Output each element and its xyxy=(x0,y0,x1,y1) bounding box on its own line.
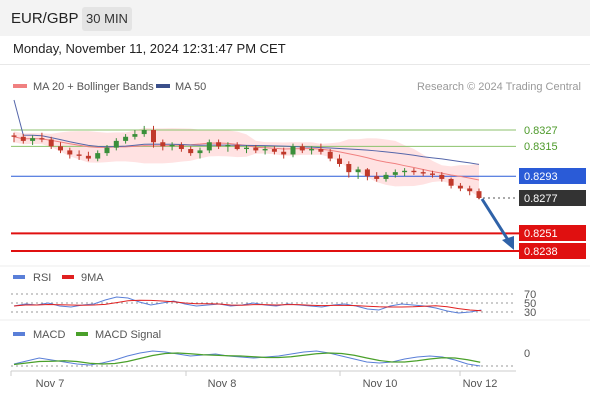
macd-signal-legend-swatch xyxy=(76,332,88,336)
current-price-label: 0.8277 xyxy=(524,193,558,205)
candle-body xyxy=(113,140,119,148)
candle-body xyxy=(346,163,352,173)
projection-arrow-head xyxy=(502,236,514,250)
candle-body xyxy=(271,149,277,152)
currency-pair-title: EUR/GBP xyxy=(11,10,79,27)
support-2-badge xyxy=(519,243,586,259)
rsi-ma-legend-label: 9MA xyxy=(81,272,104,284)
candle-body xyxy=(67,150,73,155)
rsi-legend-swatch xyxy=(13,275,25,279)
candle-body xyxy=(290,146,296,155)
top-bar: EUR/GBP 30 MIN xyxy=(0,0,590,36)
candle-body xyxy=(95,153,101,159)
candle-body xyxy=(11,135,17,137)
candle-body xyxy=(132,134,138,137)
candle-body xyxy=(383,174,389,179)
support-2-label: 0.8238 xyxy=(524,246,558,258)
candle-body xyxy=(411,170,417,173)
x-axis-label-nov12: Nov 12 xyxy=(463,378,498,390)
macd-zero-label: 0 xyxy=(524,348,530,360)
macd-line xyxy=(13,350,481,367)
macd-legend-label: MACD xyxy=(33,329,65,341)
pivot-level-badge xyxy=(519,168,586,184)
bollinger-band xyxy=(14,127,479,197)
candle-body xyxy=(234,144,240,150)
candle-body xyxy=(197,150,203,154)
candle-body xyxy=(337,158,342,164)
candle-body xyxy=(281,151,287,155)
support-1-badge xyxy=(519,225,586,241)
x-axis-label-nov7: Nov 7 xyxy=(36,378,65,390)
candle-body xyxy=(457,185,463,189)
x-axis-label-nov10: Nov 10 xyxy=(363,378,398,390)
candle-body xyxy=(364,169,370,177)
candle-body xyxy=(58,146,63,151)
macd-lines xyxy=(13,350,481,367)
candle-body xyxy=(76,154,82,156)
candle-body xyxy=(169,144,175,147)
rsi-ma-legend-swatch xyxy=(62,275,74,279)
candlesticks xyxy=(11,125,482,200)
candle-body xyxy=(448,178,454,186)
candle-body xyxy=(85,155,91,159)
candle-body xyxy=(467,188,473,192)
candle-body xyxy=(160,142,166,147)
candle-body xyxy=(262,149,268,151)
candle-body xyxy=(30,138,36,141)
candle-body xyxy=(318,149,324,152)
candle-body xyxy=(476,191,482,198)
candle-body xyxy=(123,136,129,141)
candle-body xyxy=(216,142,222,147)
copyright-text: Research © 2024 Trading Central xyxy=(417,81,581,93)
rsi-lines xyxy=(13,296,482,314)
candle-body xyxy=(327,151,333,159)
support-1-label: 0.8251 xyxy=(524,228,558,240)
macd-legend-swatch xyxy=(13,332,25,336)
candle-body xyxy=(48,139,54,147)
candle-body xyxy=(151,130,156,143)
ma20-legend-label: MA 20 + Bollinger Bands xyxy=(33,81,154,93)
ma50-legend-label: MA 50 xyxy=(175,81,206,93)
candle-body xyxy=(439,174,445,179)
macd-signal-legend-label: MACD Signal xyxy=(95,329,161,341)
candle-body xyxy=(355,169,361,173)
rsi-line xyxy=(13,296,482,314)
candle-body xyxy=(309,149,315,151)
candle-body xyxy=(225,144,231,147)
rsi-level-70: 70 xyxy=(524,289,536,301)
current-price-badge xyxy=(519,190,586,206)
candle-body xyxy=(206,142,212,151)
level-label-r2: 0.8327 xyxy=(524,125,558,137)
candle-body xyxy=(374,176,380,179)
level-label-r1: 0.8315 xyxy=(524,141,558,153)
candle-body xyxy=(299,146,305,151)
candle-body xyxy=(39,138,45,140)
timeframe-button[interactable]: 30 MIN xyxy=(82,7,132,31)
candle-body xyxy=(402,170,408,173)
candle-body xyxy=(104,147,110,154)
ma50-legend-swatch xyxy=(156,84,170,88)
candle-body xyxy=(392,172,398,175)
rsi-level-50: 50 xyxy=(524,298,536,310)
candle-body xyxy=(141,130,147,135)
rsi-ma-line xyxy=(13,299,482,312)
candle-body xyxy=(20,136,26,141)
pivot-level-label: 0.8293 xyxy=(524,171,558,183)
candle-body xyxy=(188,149,194,154)
candle-body xyxy=(253,147,259,151)
rsi-legend-label: RSI xyxy=(33,272,51,284)
candle-body xyxy=(244,147,249,150)
timestamp: Monday, November 11, 2024 12:31:47 PM CE… xyxy=(13,41,286,56)
candle-body xyxy=(178,144,184,150)
rsi-level-30: 30 xyxy=(524,307,536,319)
ma20-legend-swatch xyxy=(13,84,27,88)
projection-arrow-line xyxy=(480,198,510,241)
candle-body xyxy=(420,172,426,174)
header-divider xyxy=(0,64,590,65)
macd-signal-line xyxy=(13,352,481,366)
x-axis-label-nov8: Nov 8 xyxy=(208,378,237,390)
candle-body xyxy=(430,173,435,175)
bollinger-band-area xyxy=(14,127,479,197)
